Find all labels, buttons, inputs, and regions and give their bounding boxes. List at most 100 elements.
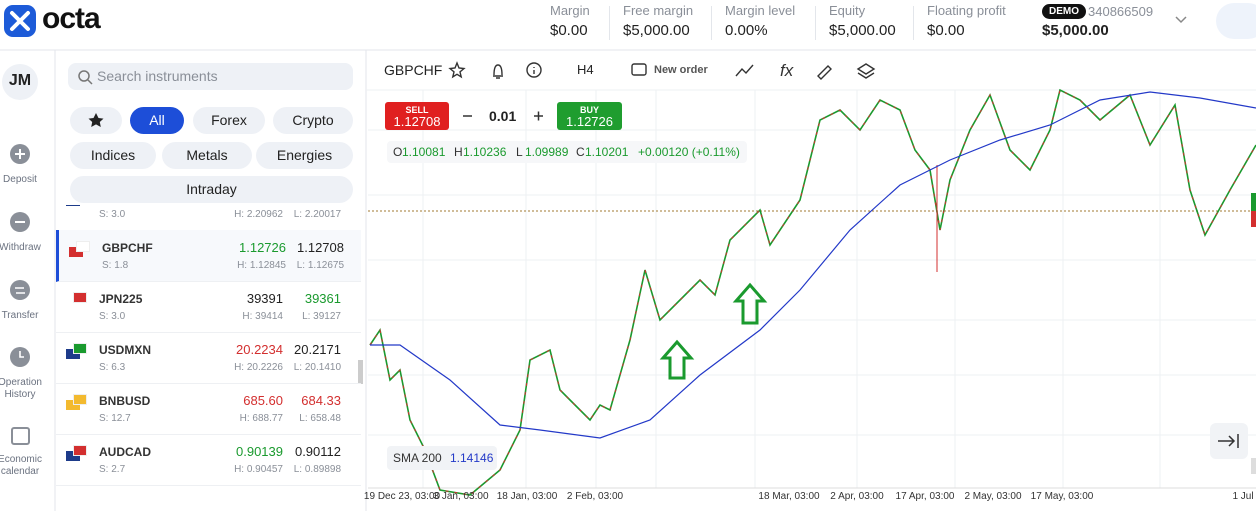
account-badge: DEMO [1042, 4, 1086, 19]
metric-label: Free margin [623, 3, 694, 18]
sell-price: 1.12726 [239, 240, 286, 255]
x-axis-label: 2 May, 03:00 [964, 491, 1022, 502]
ohlc-key: O [393, 145, 403, 159]
instrument-row[interactable]: GBPCHF S: 1.8 1.12726 1.12708 H: 1.12845 L: 1… [56, 230, 361, 282]
metric-value: $0.00 [927, 22, 965, 39]
low: L: 2.20017 [293, 209, 341, 220]
instrument-row[interactable]: USDMXN S: 6.3 20.2234 20.2171 H: 20.2226 L: 2… [56, 332, 361, 384]
flag [66, 205, 80, 206]
indicator-name: SMA 200 [393, 451, 442, 465]
metric-label: Margin [550, 3, 590, 18]
ohlc-change: +0.00120 (+0.11%) [638, 145, 740, 159]
buy-price: 39361 [304, 291, 341, 306]
filter-chip[interactable]: Crypto [273, 107, 353, 134]
x-axis-label: 3 Jan, 03:00 [433, 491, 489, 502]
new-order[interactable]: New order [654, 64, 708, 76]
buy-price: 1.12708 [297, 240, 344, 255]
filter-chip[interactable]: Metals [162, 142, 252, 169]
metric-label: Floating profit [927, 3, 1006, 18]
low: L: 1.12675 [296, 260, 344, 271]
nav-item[interactable]: Operation History [0, 377, 42, 400]
high: H: 1.12845 [237, 260, 286, 271]
low: L: 39127 [302, 311, 341, 322]
filter-chip[interactable]: All [130, 107, 184, 134]
account-balance: $5,000.00 [1042, 22, 1109, 39]
ohlc-value: 1.10236 [463, 145, 507, 159]
metric-value: $5,000.00 [623, 22, 690, 39]
filter-chip[interactable]: Indices [70, 142, 156, 169]
ohlc-key: C [576, 145, 585, 159]
divider [913, 6, 914, 40]
x-axis-label: 2 Feb, 03:00 [566, 491, 624, 502]
divider [815, 6, 816, 40]
spread: S: 3.0 [99, 311, 126, 322]
timeframe[interactable]: H4 [577, 62, 594, 77]
chart-symbol: GBPCHF [384, 62, 443, 78]
x-axis-label: 19 Dec 23, 03:00 [363, 491, 441, 502]
x-axis-label: 17 May, 03:00 [1030, 491, 1094, 502]
nav-item[interactable]: Transfer [1, 310, 39, 321]
svg-text:fx: fx [780, 61, 794, 80]
symbol: JPN225 [99, 292, 143, 306]
x-axis-label: 1 Jul [1232, 491, 1254, 502]
high: H: 20.2226 [234, 362, 283, 373]
logo: octa [42, 2, 101, 35]
sell-price: 0.90139 [236, 444, 283, 459]
sell-price[interactable]: 1.12708 [393, 114, 441, 129]
flag [66, 451, 80, 461]
spread: S: 3.0 [99, 209, 126, 220]
account-number: 340866509 [1088, 4, 1154, 19]
spread: S: 12.7 [99, 413, 131, 424]
metric-label: Equity [829, 3, 866, 18]
metric-value: 0.00% [725, 22, 768, 39]
instrument-row[interactable]: BNBUSD S: 12.7 685.60 684.33 H: 688.77 L: 658… [56, 383, 361, 435]
instrument-row[interactable]: AUDCAD S: 2.7 0.90139 0.90112 H: 0.90457 L: 0… [56, 434, 361, 486]
buy-price: 684.33 [301, 393, 341, 408]
high: H: 688.77 [239, 413, 283, 424]
metric-value: $5,000.00 [829, 22, 896, 39]
divider [609, 6, 610, 40]
high: H: 0.90457 [234, 464, 283, 475]
filter-chip[interactable]: Forex [193, 107, 265, 134]
flag [73, 394, 87, 405]
ohlc-key: L [516, 145, 523, 159]
ohlc-key: H [454, 145, 463, 159]
filter-chip[interactable]: Intraday [70, 176, 353, 203]
search-input[interactable]: Search instruments [97, 68, 218, 84]
buy-price[interactable]: 1.12726 [566, 114, 613, 129]
buy-price: 20.2171 [294, 342, 341, 357]
flag [73, 445, 87, 456]
nav-item[interactable]: Economic calendar [0, 454, 42, 477]
flag [66, 400, 80, 410]
ohlc-value: 1.10201 [585, 145, 629, 159]
flag [73, 292, 87, 303]
low: L: 20.1410 [293, 362, 341, 373]
instrument-row[interactable]: JPN225 S: 3.0 39391 39361 H: 39414 L: 39127 [56, 281, 361, 333]
lot-size[interactable]: 0.01 [489, 108, 517, 124]
symbol: AUDCAD [99, 445, 151, 459]
spread: S: 1.8 [102, 260, 129, 271]
flag [66, 349, 80, 359]
flag [66, 298, 80, 308]
symbol: BNBUSD [99, 394, 151, 408]
sell-price: 39391 [246, 291, 283, 306]
divider [711, 6, 712, 40]
flag [69, 247, 83, 257]
sell-label[interactable]: SELL [405, 105, 429, 115]
symbol: USDMXN [99, 343, 152, 357]
avatar[interactable]: JM [8, 72, 32, 89]
filter-chip[interactable]: Energies [256, 142, 353, 169]
buy-label[interactable]: BUY [579, 105, 599, 115]
spread: S: 2.7 [99, 464, 126, 475]
x-axis-label: 2 Apr, 03:00 [830, 491, 884, 502]
sell-price: 685.60 [243, 393, 283, 408]
spread: S: 6.3 [99, 362, 126, 373]
nav-item[interactable]: Deposit [3, 174, 37, 185]
high: H: 2.20962 [234, 209, 283, 220]
nav-item[interactable]: Withdraw [0, 242, 41, 253]
ohlc-value: 1.09989 [525, 145, 569, 159]
high: H: 39414 [242, 311, 283, 322]
